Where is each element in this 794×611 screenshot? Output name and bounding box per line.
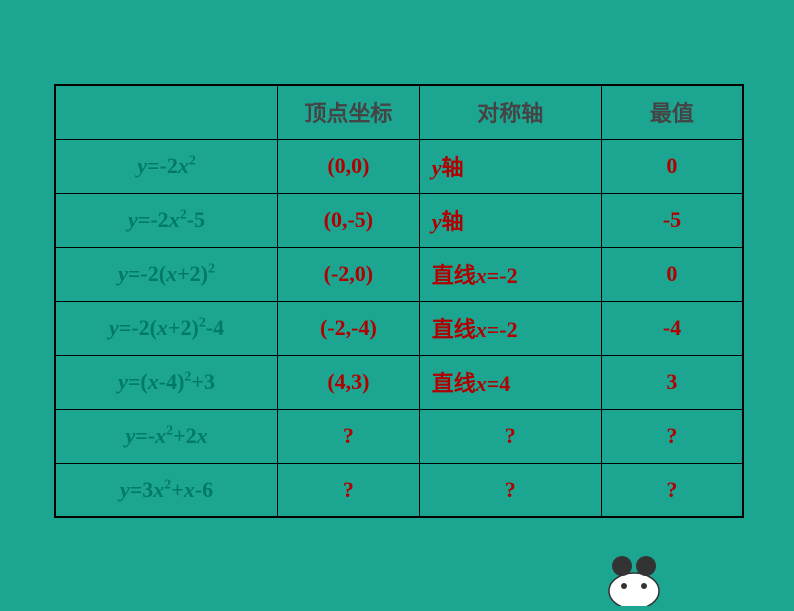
vertex-cell: (4,3) — [278, 355, 420, 409]
formula-cell: y=-2(x+2)2-4 — [55, 301, 278, 355]
formula-cell: y=-x2+2x — [55, 409, 278, 463]
table-row: y=-2x2-5(0,-5)y轴-5 — [55, 193, 743, 247]
table-row: y=-2(x+2)2(-2,0)直线x=-20 — [55, 247, 743, 301]
cartoon-decoration — [594, 546, 674, 606]
quadratic-table: 顶点坐标 对称轴 最值 y=-2x2(0,0)y轴0y=-2x2-5(0,-5)… — [54, 84, 744, 518]
vertex-cell: (-2,-4) — [278, 301, 420, 355]
formula-cell: y=(x-4)2+3 — [55, 355, 278, 409]
formula-cell: y=-2x2 — [55, 139, 278, 193]
axis-cell: ? — [419, 409, 601, 463]
header-axis: 对称轴 — [419, 85, 601, 139]
formula-cell: y=-2x2-5 — [55, 193, 278, 247]
formula-cell: y=3x2+x-6 — [55, 463, 278, 517]
axis-cell: ? — [419, 463, 601, 517]
axis-cell: 直线x=4 — [419, 355, 601, 409]
formula-cell: y=-2(x+2)2 — [55, 247, 278, 301]
axis-cell: 直线x=-2 — [419, 301, 601, 355]
extreme-cell: -5 — [601, 193, 743, 247]
header-extreme: 最值 — [601, 85, 743, 139]
table-row: y=-x2+2x??? — [55, 409, 743, 463]
extreme-cell: -4 — [601, 301, 743, 355]
vertex-cell: (-2,0) — [278, 247, 420, 301]
vertex-cell: ? — [278, 409, 420, 463]
vertex-cell: ? — [278, 463, 420, 517]
extreme-cell: 0 — [601, 139, 743, 193]
header-vertex: 顶点坐标 — [278, 85, 420, 139]
table-row: y=-2(x+2)2-4(-2,-4)直线x=-2-4 — [55, 301, 743, 355]
vertex-cell: (0,-5) — [278, 193, 420, 247]
extreme-cell: ? — [601, 463, 743, 517]
header-formula — [55, 85, 278, 139]
axis-cell: 直线x=-2 — [419, 247, 601, 301]
vertex-cell: (0,0) — [278, 139, 420, 193]
extreme-cell: 3 — [601, 355, 743, 409]
axis-cell: y轴 — [419, 139, 601, 193]
table-row: y=-2x2(0,0)y轴0 — [55, 139, 743, 193]
axis-cell: y轴 — [419, 193, 601, 247]
extreme-cell: ? — [601, 409, 743, 463]
table-header-row: 顶点坐标 对称轴 最值 — [55, 85, 743, 139]
extreme-cell: 0 — [601, 247, 743, 301]
table-row: y=(x-4)2+3(4,3)直线x=43 — [55, 355, 743, 409]
quadratic-table-container: 顶点坐标 对称轴 最值 y=-2x2(0,0)y轴0y=-2x2-5(0,-5)… — [54, 84, 744, 518]
table-row: y=3x2+x-6??? — [55, 463, 743, 517]
